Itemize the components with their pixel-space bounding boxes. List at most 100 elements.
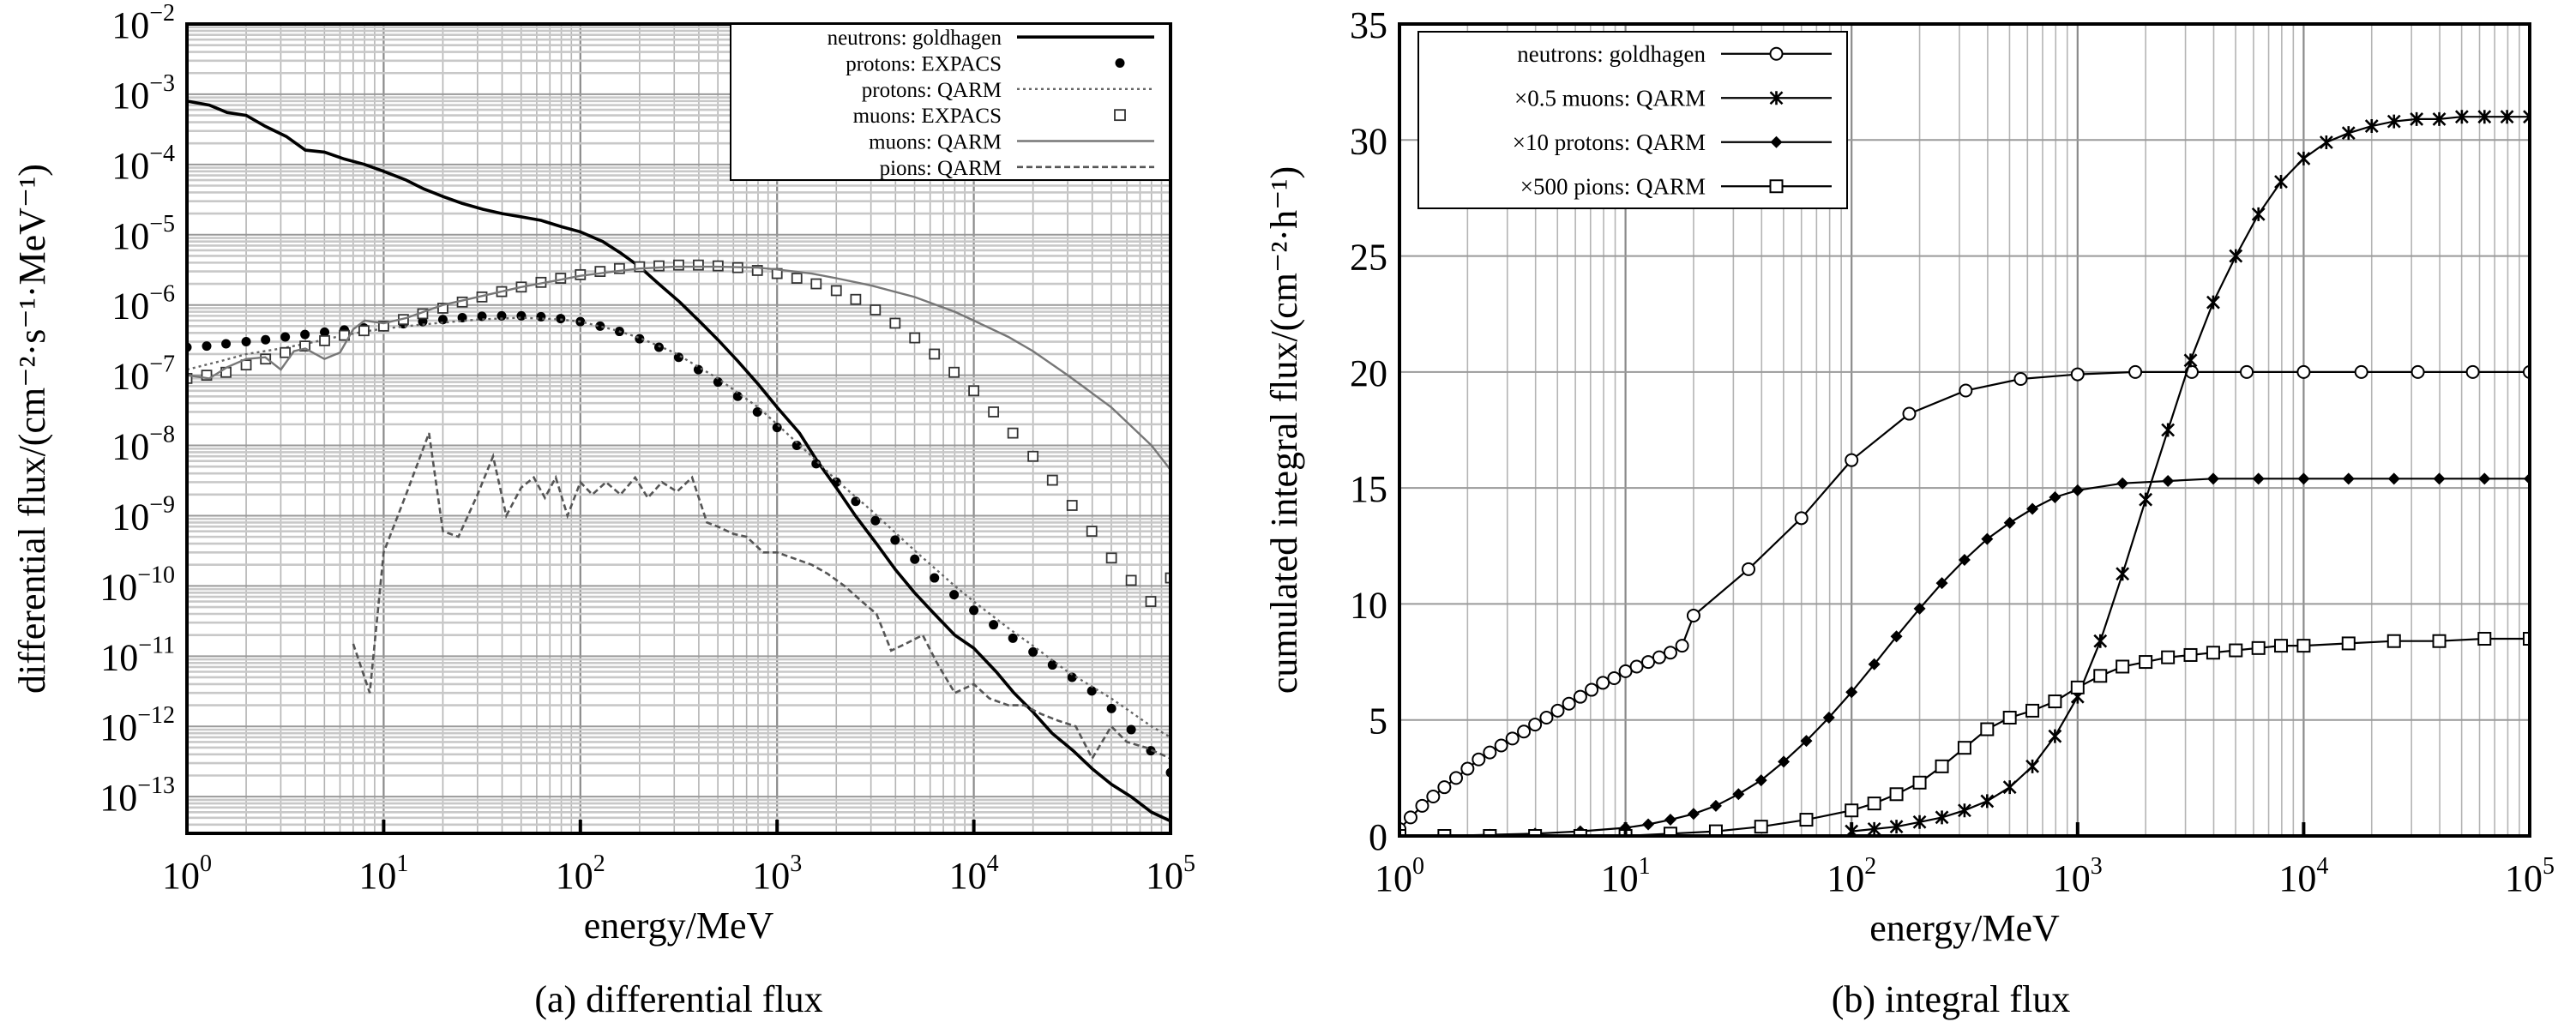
y-tick-label: 10−7 (111, 352, 175, 398)
data-point-0-5-muons-qarm (2161, 423, 2176, 437)
y-tick-label: 10−2 (111, 0, 175, 46)
data-point-0-5-muons-qarm (1958, 803, 1971, 818)
data-point-neutrons-goldhagen (1652, 650, 1666, 664)
data-point-500-pions-qarm (2273, 639, 2288, 653)
data-point-neutrons-goldhagen (1460, 761, 1475, 776)
legend-label-pions-qarm: pions: QARM (880, 157, 1002, 180)
data-point-protons-expacs (241, 337, 251, 347)
data-point-muons-expacs (1105, 552, 1117, 564)
series-line-10-protons-qarm (1399, 478, 2530, 836)
series-line-neutrons-goldhagen (1399, 370, 2530, 830)
data-point-500-pions-qarm (1708, 824, 1723, 836)
y-tick-exp: −9 (149, 491, 175, 518)
data-point-neutrons-goldhagen (1845, 453, 1859, 467)
data-point-500-pions-qarm (2523, 632, 2530, 646)
y-tick-label: 10−5 (111, 211, 175, 257)
data-point-protons-expacs (989, 620, 999, 630)
y-tick-label: 30 (1350, 120, 1387, 162)
data-point-0-5-muons-qarm (2364, 119, 2379, 134)
legend-label-protons-expacs: protons: EXPACS (846, 53, 1002, 76)
x-tick-base: 10 (1146, 855, 1183, 897)
x-tick-exp: 4 (2316, 853, 2328, 880)
data-point-muons-expacs (1027, 450, 1039, 462)
data-point-protons-expacs (890, 535, 900, 545)
data-point-500-pions-qarm (2477, 632, 2492, 646)
legend-marker-10-protons-qarm (1770, 135, 1783, 148)
data-point-0-5-muons-qarm (1912, 815, 1927, 829)
data-point-neutrons-goldhagen (1742, 562, 1756, 576)
legend-label-protons-qarm: protons: QARM (862, 79, 1002, 102)
data-point-muons-expacs (260, 353, 272, 365)
y-tick-label: 10−4 (111, 141, 175, 187)
data-point-neutrons-goldhagen (1528, 718, 1543, 732)
data-point-muons-expacs (968, 385, 979, 397)
x-tick-exp: 0 (1412, 853, 1424, 880)
data-point-muons-expacs (830, 285, 842, 297)
series-line-neutrons-goldhagen (187, 99, 1171, 823)
data-point-muons-expacs (751, 265, 763, 276)
data-point-500-pions-qarm (1799, 813, 1814, 827)
data-point-neutrons-goldhagen (1505, 731, 1520, 746)
data-point-500-pions-qarm (1912, 775, 1927, 790)
data-point-500-pions-qarm (2386, 634, 2401, 648)
data-point-10-protons-qarm (2049, 490, 2061, 503)
data-point-10-protons-qarm (1822, 712, 1835, 724)
y-tick-label: 5 (1369, 700, 1387, 742)
data-point-protons-expacs (595, 321, 605, 331)
data-point-neutrons-goldhagen (1794, 511, 1809, 526)
data-point-500-pions-qarm (2048, 694, 2062, 709)
data-point-neutrons-goldhagen (1483, 745, 1497, 760)
data-point-neutrons-goldhagen (1403, 810, 1417, 825)
x-tick-label: 105 (1146, 851, 1195, 897)
legend-marker-0-5-muons-qarm (1769, 91, 1784, 105)
data-point-0-5-muons-qarm (2432, 111, 2447, 126)
data-point-muons-expacs (791, 273, 803, 284)
y-tick-exp: −7 (149, 352, 175, 378)
data-point-muons-expacs (1165, 572, 1171, 584)
x-tick-label: 103 (2053, 853, 2103, 899)
data-point-500-pions-qarm (2161, 650, 2176, 664)
data-point-10-protons-qarm (2297, 472, 2310, 485)
data-point-10-protons-qarm (1981, 532, 1994, 545)
data-point-neutrons-goldhagen (1629, 659, 1644, 674)
data-point-10-protons-qarm (2162, 475, 2175, 488)
y-tick-label: 10−8 (111, 422, 175, 468)
data-point-10-protons-qarm (1913, 602, 1926, 615)
data-point-500-pions-qarm (1957, 741, 1971, 755)
data-point-muons-expacs (201, 370, 213, 382)
data-point-muons-expacs (1125, 574, 1137, 586)
legend-label-muons-expacs: muons: EXPACS (853, 105, 1002, 128)
data-point-protons-expacs (1086, 686, 1097, 696)
x-tick-exp: 5 (1183, 851, 1195, 877)
data-point-500-pions-qarm (2251, 640, 2266, 655)
data-point-muons-expacs (693, 259, 704, 271)
data-point-10-protons-qarm (2342, 472, 2355, 485)
y-tick-base: 10 (99, 706, 137, 748)
data-point-muons-expacs (1046, 474, 1058, 486)
data-point-10-protons-qarm (2433, 472, 2446, 485)
data-point-0-5-muons-qarm (1867, 821, 1881, 836)
series-group (187, 99, 1171, 823)
series-line-muons-qarm (187, 265, 1171, 471)
data-point-500-pions-qarm (2070, 680, 2085, 694)
data-point-500-pions-qarm (2116, 659, 2130, 674)
legend: neutrons: goldhagen protons: EXPACS proton… (730, 23, 1171, 181)
y-tick-base: 10 (111, 496, 149, 538)
data-point-muons-expacs (594, 266, 606, 278)
y-tick-exp: −4 (149, 141, 175, 167)
x-tick-base: 10 (2505, 857, 2543, 899)
data-point-10-protons-qarm (2252, 472, 2265, 485)
y-tick-exp: −12 (137, 702, 175, 729)
data-point-protons-expacs (536, 311, 546, 322)
data-point-muons-expacs (673, 259, 684, 271)
data-point-neutrons-goldhagen (2128, 364, 2143, 379)
data-point-neutrons-goldhagen (1686, 608, 1700, 622)
data-point-0-5-muons-qarm (2386, 114, 2401, 129)
data-point-neutrons-goldhagen (2410, 364, 2425, 379)
data-point-protons-expacs (497, 310, 507, 321)
data-point-10-protons-qarm (1687, 808, 1700, 821)
data-point-neutrons-goldhagen (1959, 383, 1973, 398)
y-tick-label: 10−12 (99, 702, 175, 748)
data-point-muons-expacs (850, 293, 862, 305)
